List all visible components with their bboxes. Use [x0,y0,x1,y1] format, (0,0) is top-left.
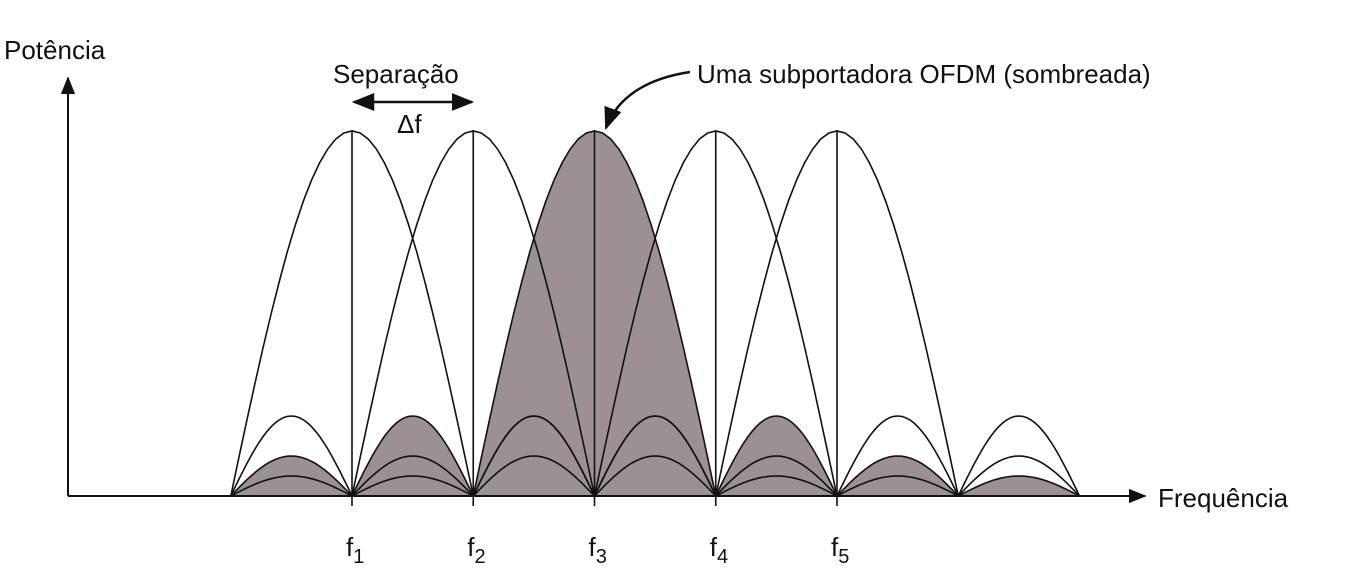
freq-base: f [831,532,839,562]
freq-sub: 5 [838,546,849,568]
freq-sub: 4 [717,546,728,568]
subcarrier [351,130,1081,497]
frequency-label: f4 [710,532,728,568]
subcarrier-curves [230,130,1081,506]
freq-base: f [346,532,354,562]
frequency-label: f5 [831,532,849,568]
spacing-symbol: Δf [397,109,422,139]
annotation-arrow [604,70,691,131]
freq-sub: 2 [474,546,485,568]
freq-base: f [710,532,718,562]
freq-base: f [467,532,475,562]
frequency-label: f1 [346,532,364,568]
x-axis-label: Frequência [1158,483,1289,513]
frequency-labels: f1 f2 f3 f4 f5 [346,532,849,568]
freq-base: f [589,532,597,562]
shaded-subcarrier [230,131,1080,496]
spacing-label: Separação [333,59,459,89]
y-axis-label: Potência [4,35,106,65]
shaded-lobes [230,131,1080,496]
annotation: Uma subportadora OFDM (sombreada) [697,59,1151,89]
frequency-label: f3 [589,532,607,568]
freq-sub: 1 [353,546,364,568]
frequency-label: f2 [467,532,485,568]
freq-sub: 3 [596,546,607,568]
